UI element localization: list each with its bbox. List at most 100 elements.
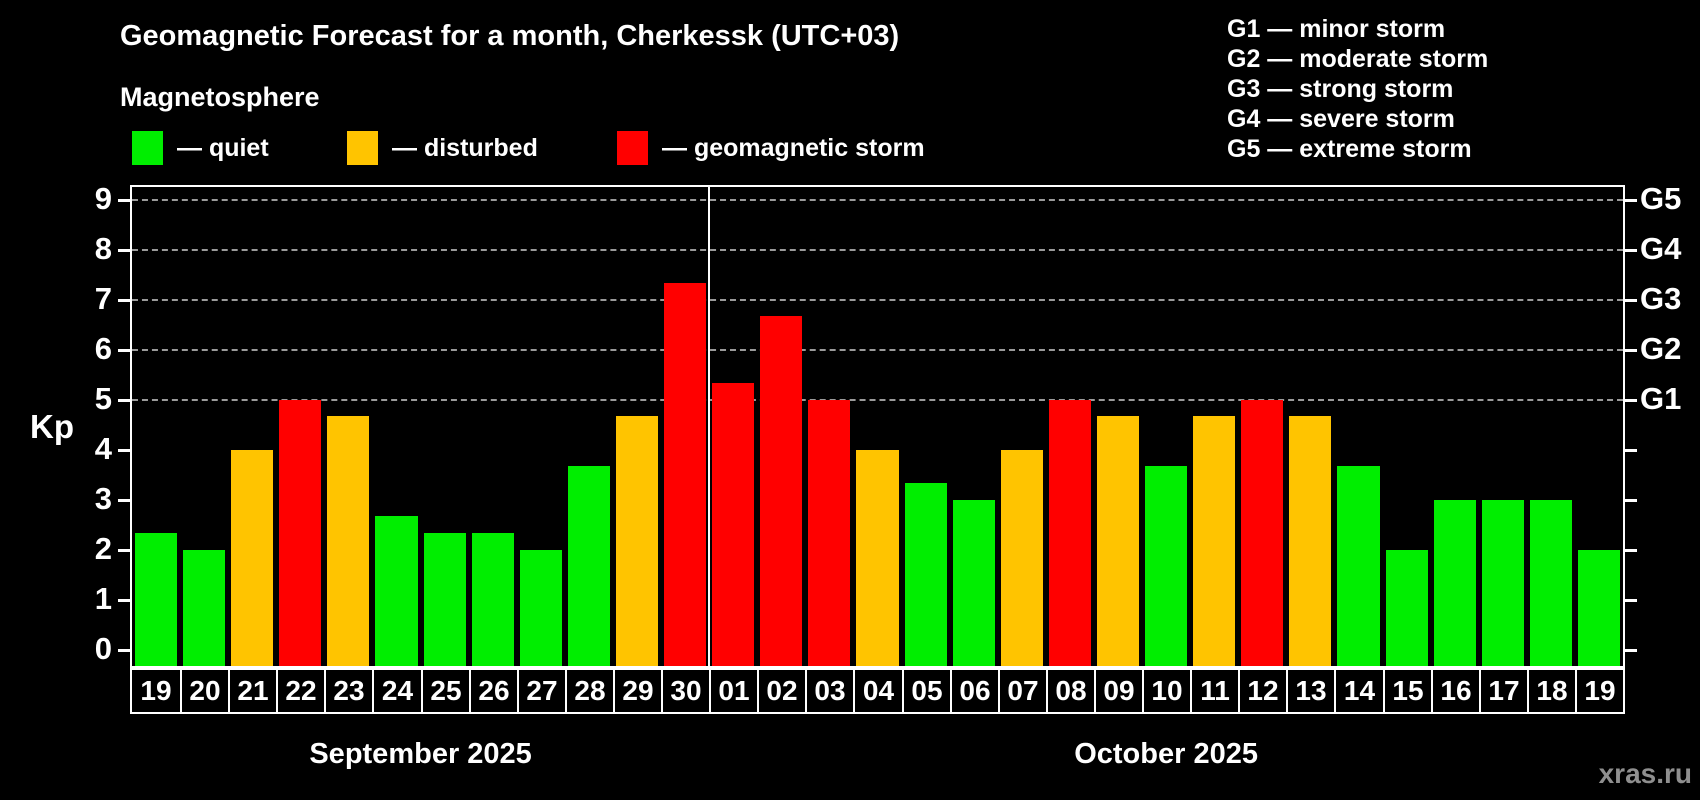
- date-cell: 19: [140, 675, 172, 706]
- y-tick-left: [118, 599, 130, 602]
- bar-day-28: [567, 466, 610, 666]
- bar-day-27: [519, 550, 562, 666]
- bar-day-22: [279, 400, 322, 666]
- date-cell: 04: [853, 670, 902, 712]
- gridline-g1: [132, 399, 1623, 401]
- month-label-1: October 2025: [1074, 738, 1258, 770]
- date-cell: 11: [1190, 670, 1238, 712]
- y-tick-left: [118, 349, 130, 352]
- bar-day-02: [760, 316, 803, 666]
- legend-label: — disturbed: [392, 133, 538, 162]
- storm-color-swatch: [617, 131, 648, 165]
- date-cell: 14: [1334, 670, 1383, 712]
- date-cell: 26: [469, 670, 517, 712]
- bar-day-23: [327, 416, 370, 666]
- gridline-g2: [132, 349, 1623, 351]
- bar-day-13: [1289, 416, 1332, 666]
- y-tick-label: 9: [94, 181, 112, 216]
- chart-subtitle: Magnetosphere: [120, 82, 320, 112]
- y-tick-right: [1625, 449, 1637, 452]
- bar-day-11: [1193, 416, 1236, 666]
- date-cell: 25: [421, 670, 469, 712]
- bar-day-21: [231, 450, 274, 666]
- y-tick-label: 1: [94, 581, 112, 616]
- date-cell: 23: [324, 670, 372, 712]
- y-tick-left: [118, 499, 130, 502]
- y-tick-right: [1625, 599, 1637, 602]
- date-cell: 27: [517, 670, 565, 712]
- month-label-0: September 2025: [309, 738, 532, 770]
- bar-day-01: [712, 383, 755, 666]
- y-tick-right: [1625, 249, 1637, 252]
- bar-day-16: [1433, 500, 1476, 666]
- bar-day-26: [471, 533, 514, 666]
- g-scale-label-g2: G2: [1640, 331, 1682, 366]
- y-tick-right: [1625, 399, 1637, 402]
- month-separator: [708, 187, 710, 666]
- g-scale-label-g1: G1: [1640, 381, 1682, 416]
- y-tick-left: [118, 399, 130, 402]
- date-cell: 15: [1383, 670, 1431, 712]
- bar-day-04: [856, 450, 899, 666]
- date-cell: 07: [998, 670, 1046, 712]
- bar-day-15: [1385, 550, 1428, 666]
- date-cell: 10: [1142, 670, 1190, 712]
- gridline-g4: [132, 249, 1623, 251]
- date-axis-row: 19 20 21 22 23 24 25 26 27 28 29 30 01 02 03 04 05 06 07 08…: [130, 668, 1625, 714]
- y-tick-label: 6: [94, 331, 112, 366]
- y-tick-label: 7: [94, 281, 112, 316]
- y-tick-left: [118, 649, 130, 652]
- date-cell: 19: [1575, 670, 1623, 712]
- bar-day-25: [423, 533, 466, 666]
- y-tick-left: [118, 299, 130, 302]
- bar-day-05: [904, 483, 947, 666]
- date-cell: 03: [805, 670, 853, 712]
- y-tick-label: 4: [94, 431, 112, 466]
- bar-day-19: [135, 533, 178, 666]
- storm-scale-item-g5: G5 — extreme storm: [1227, 135, 1472, 163]
- page-title: Geomagnetic Forecast for a month, Cherke…: [120, 20, 900, 52]
- storm-scale-legend: G1 — minor storm G2 — moderate storm G3 …: [1227, 14, 1488, 164]
- bar-day-08: [1048, 400, 1091, 666]
- bar-day-30: [664, 283, 707, 666]
- bar-day-14: [1337, 466, 1380, 666]
- y-tick-label: 5: [94, 381, 112, 416]
- bar-day-20: [183, 550, 226, 666]
- bar-day-17: [1481, 500, 1524, 666]
- disturbed-color-swatch: [347, 131, 378, 165]
- bar-day-10: [1145, 466, 1188, 666]
- bar-day-09: [1096, 416, 1140, 666]
- date-cell: 17: [1479, 670, 1527, 712]
- date-cell: 28: [565, 670, 613, 712]
- date-cell: 01: [709, 670, 757, 712]
- bar-day-12: [1241, 400, 1284, 666]
- y-axis-label: Kp: [30, 408, 74, 445]
- date-cell: 29: [613, 670, 661, 712]
- y-tick-label: 0: [94, 631, 112, 666]
- legend-label: — geomagnetic storm: [662, 133, 925, 162]
- y-tick-left: [118, 199, 130, 202]
- y-tick-left: [118, 449, 130, 452]
- date-cell: 16: [1431, 670, 1479, 712]
- bar-day-24: [375, 516, 418, 666]
- y-tick-right: [1625, 649, 1637, 652]
- date-cell: 24: [372, 670, 421, 712]
- date-cell: 20: [180, 670, 228, 712]
- bar-day-19: [1577, 550, 1620, 666]
- bar-day-07: [1000, 450, 1043, 666]
- date-cell: 13: [1286, 670, 1334, 712]
- y-tick-label: 3: [94, 481, 112, 516]
- y-tick-label: 2: [94, 531, 112, 566]
- legend-item-quiet: — quiet: [132, 131, 269, 165]
- watermark: xras.ru: [1598, 758, 1692, 789]
- storm-scale-item-g4: G4 — severe storm: [1227, 105, 1455, 133]
- y-tick-right: [1625, 199, 1637, 202]
- legend-item-disturbed: — disturbed: [347, 131, 538, 165]
- y-tick-right: [1625, 299, 1637, 302]
- y-tick-right: [1625, 349, 1637, 352]
- storm-scale-item-g3: G3 — strong storm: [1227, 75, 1454, 103]
- storm-scale-item-g1: G1 — minor storm: [1227, 15, 1446, 43]
- y-tick-right: [1625, 549, 1637, 552]
- legend-item-storm: — geomagnetic storm: [617, 131, 925, 165]
- date-cell: 08: [1046, 670, 1094, 712]
